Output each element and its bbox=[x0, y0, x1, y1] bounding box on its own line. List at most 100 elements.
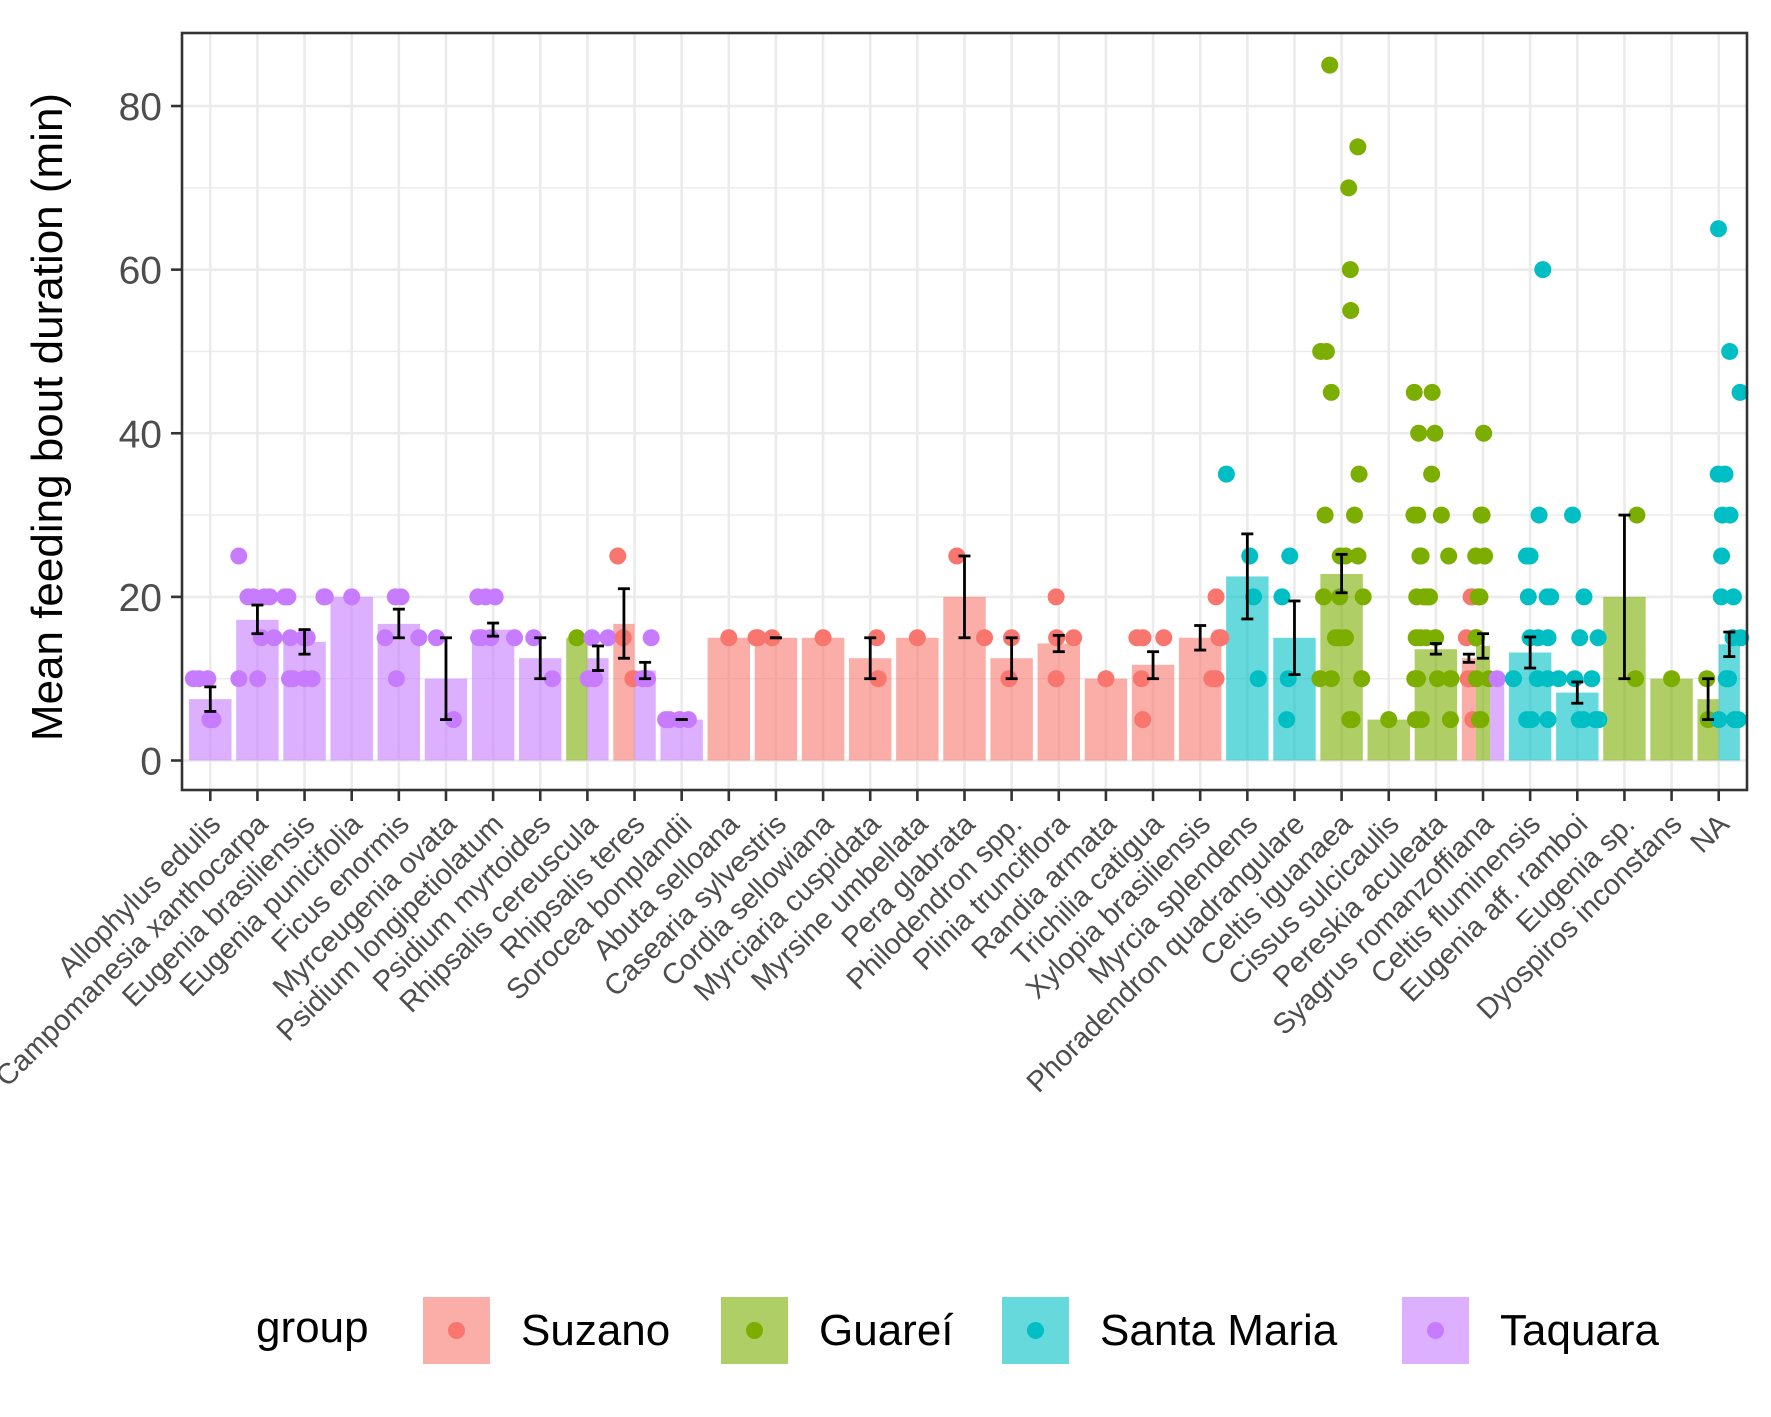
data-point bbox=[1467, 670, 1485, 688]
data-point bbox=[1628, 506, 1646, 524]
error-bar bbox=[439, 636, 452, 721]
bar bbox=[1414, 649, 1458, 761]
y-tick-label: 80 bbox=[119, 86, 162, 129]
data-point bbox=[1132, 670, 1150, 688]
data-point bbox=[1350, 465, 1368, 483]
y-axis: 0 20 40 60 80 bbox=[119, 86, 182, 784]
data-point bbox=[1550, 670, 1568, 688]
data-point bbox=[1725, 711, 1743, 729]
data-point bbox=[265, 629, 283, 647]
data-point bbox=[1721, 342, 1739, 360]
legend-label: Suzano bbox=[521, 1306, 670, 1355]
data-point bbox=[1349, 547, 1367, 565]
error-bar bbox=[1147, 650, 1160, 681]
bar bbox=[896, 637, 939, 761]
data-point bbox=[1321, 56, 1339, 74]
bar bbox=[634, 670, 656, 761]
data-point bbox=[1423, 465, 1441, 483]
error-bar bbox=[298, 628, 311, 656]
data-point bbox=[1331, 588, 1349, 606]
error-bar bbox=[1288, 599, 1301, 676]
y-tick-label: 60 bbox=[119, 250, 162, 293]
data-point bbox=[1047, 670, 1065, 688]
data-point bbox=[281, 629, 299, 647]
data-point bbox=[343, 588, 361, 606]
data-point bbox=[642, 629, 660, 647]
data-point bbox=[1571, 629, 1589, 647]
data-point bbox=[1589, 629, 1607, 647]
data-point bbox=[1341, 261, 1359, 279]
legend-label: Taquara bbox=[1500, 1306, 1660, 1355]
data-point bbox=[579, 670, 597, 688]
data-point bbox=[469, 588, 487, 606]
data-point bbox=[1519, 588, 1537, 606]
data-point bbox=[1207, 670, 1225, 688]
error-bar bbox=[591, 644, 604, 672]
data-point bbox=[1245, 588, 1263, 606]
data-point bbox=[814, 629, 832, 647]
data-point bbox=[303, 670, 321, 688]
error-bar bbox=[639, 660, 652, 681]
error-bars bbox=[204, 513, 1736, 721]
data-point bbox=[239, 588, 257, 606]
bar bbox=[1475, 645, 1491, 761]
data-point bbox=[609, 547, 627, 565]
data-point bbox=[505, 629, 523, 647]
data-point bbox=[1441, 711, 1459, 729]
bar bbox=[330, 596, 373, 761]
data-point bbox=[568, 629, 586, 647]
data-point bbox=[230, 547, 248, 565]
data-point bbox=[1534, 261, 1552, 279]
y-tick-label: 20 bbox=[119, 577, 162, 620]
error-bar bbox=[1335, 552, 1348, 595]
error-bar bbox=[958, 554, 971, 640]
data-point bbox=[1241, 547, 1259, 565]
legend-key-point bbox=[1027, 1322, 1044, 1339]
data-point bbox=[249, 670, 267, 688]
data-point bbox=[472, 629, 490, 647]
data-point bbox=[1316, 506, 1334, 524]
data-point bbox=[1311, 670, 1329, 688]
data-point bbox=[1575, 588, 1593, 606]
data-point bbox=[281, 670, 299, 688]
legend: group Suzano Guareí Santa Maria Taquara bbox=[256, 1297, 1660, 1364]
data-point bbox=[1317, 342, 1335, 360]
data-point bbox=[1528, 670, 1546, 688]
bar bbox=[1508, 652, 1552, 761]
data-point bbox=[1340, 179, 1358, 197]
error-bar bbox=[1477, 632, 1490, 660]
data-point bbox=[1590, 711, 1608, 729]
bar bbox=[707, 637, 751, 761]
data-point bbox=[427, 629, 445, 647]
data-point bbox=[1423, 383, 1441, 401]
legend-key-point bbox=[746, 1322, 763, 1339]
data-point bbox=[1471, 588, 1489, 606]
data-point bbox=[1134, 711, 1152, 729]
data-point bbox=[908, 629, 926, 647]
bar bbox=[1650, 678, 1693, 761]
data-point bbox=[869, 670, 887, 688]
error-bar bbox=[1052, 633, 1065, 654]
data-point bbox=[1721, 506, 1739, 524]
data-point bbox=[1574, 711, 1592, 729]
error-bar bbox=[1194, 624, 1207, 652]
data-point bbox=[1713, 547, 1731, 565]
data-point bbox=[1440, 547, 1458, 565]
data-point bbox=[1529, 629, 1547, 647]
legend-key-point bbox=[448, 1322, 465, 1339]
legend-title: group bbox=[256, 1303, 369, 1352]
data-point bbox=[1405, 383, 1423, 401]
data-point bbox=[1207, 588, 1225, 606]
data-point bbox=[1048, 629, 1066, 647]
error-bar bbox=[1618, 513, 1631, 681]
data-point bbox=[1330, 629, 1348, 647]
data-point bbox=[279, 588, 297, 606]
error-bar bbox=[204, 685, 217, 713]
data-point bbox=[1217, 465, 1235, 483]
error-bar bbox=[1429, 642, 1442, 656]
data-point bbox=[1065, 629, 1083, 647]
data-point bbox=[204, 711, 222, 729]
data-point bbox=[1432, 506, 1450, 524]
data-point bbox=[1426, 629, 1444, 647]
data-point bbox=[376, 629, 394, 647]
